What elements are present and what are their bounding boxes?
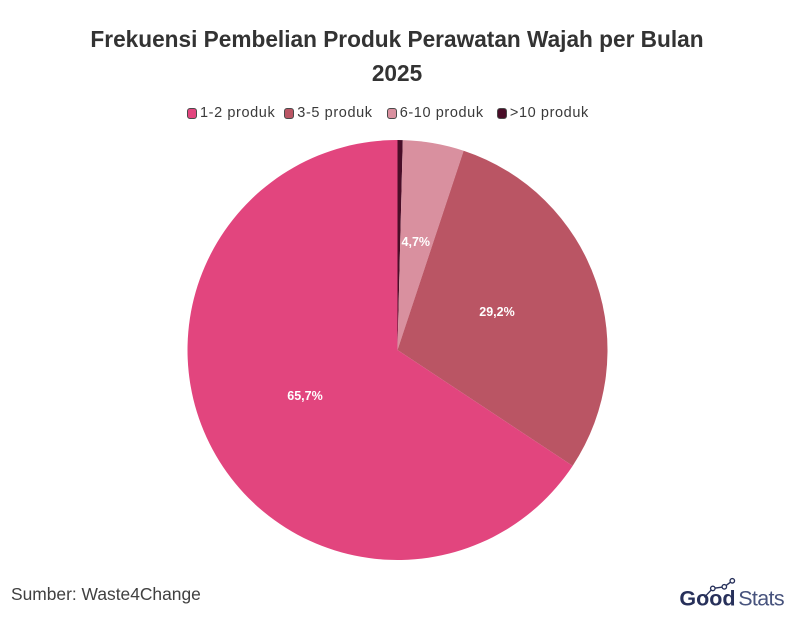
svg-text:Stats: Stats — [738, 587, 784, 611]
svg-text:Good: Good — [679, 587, 735, 611]
